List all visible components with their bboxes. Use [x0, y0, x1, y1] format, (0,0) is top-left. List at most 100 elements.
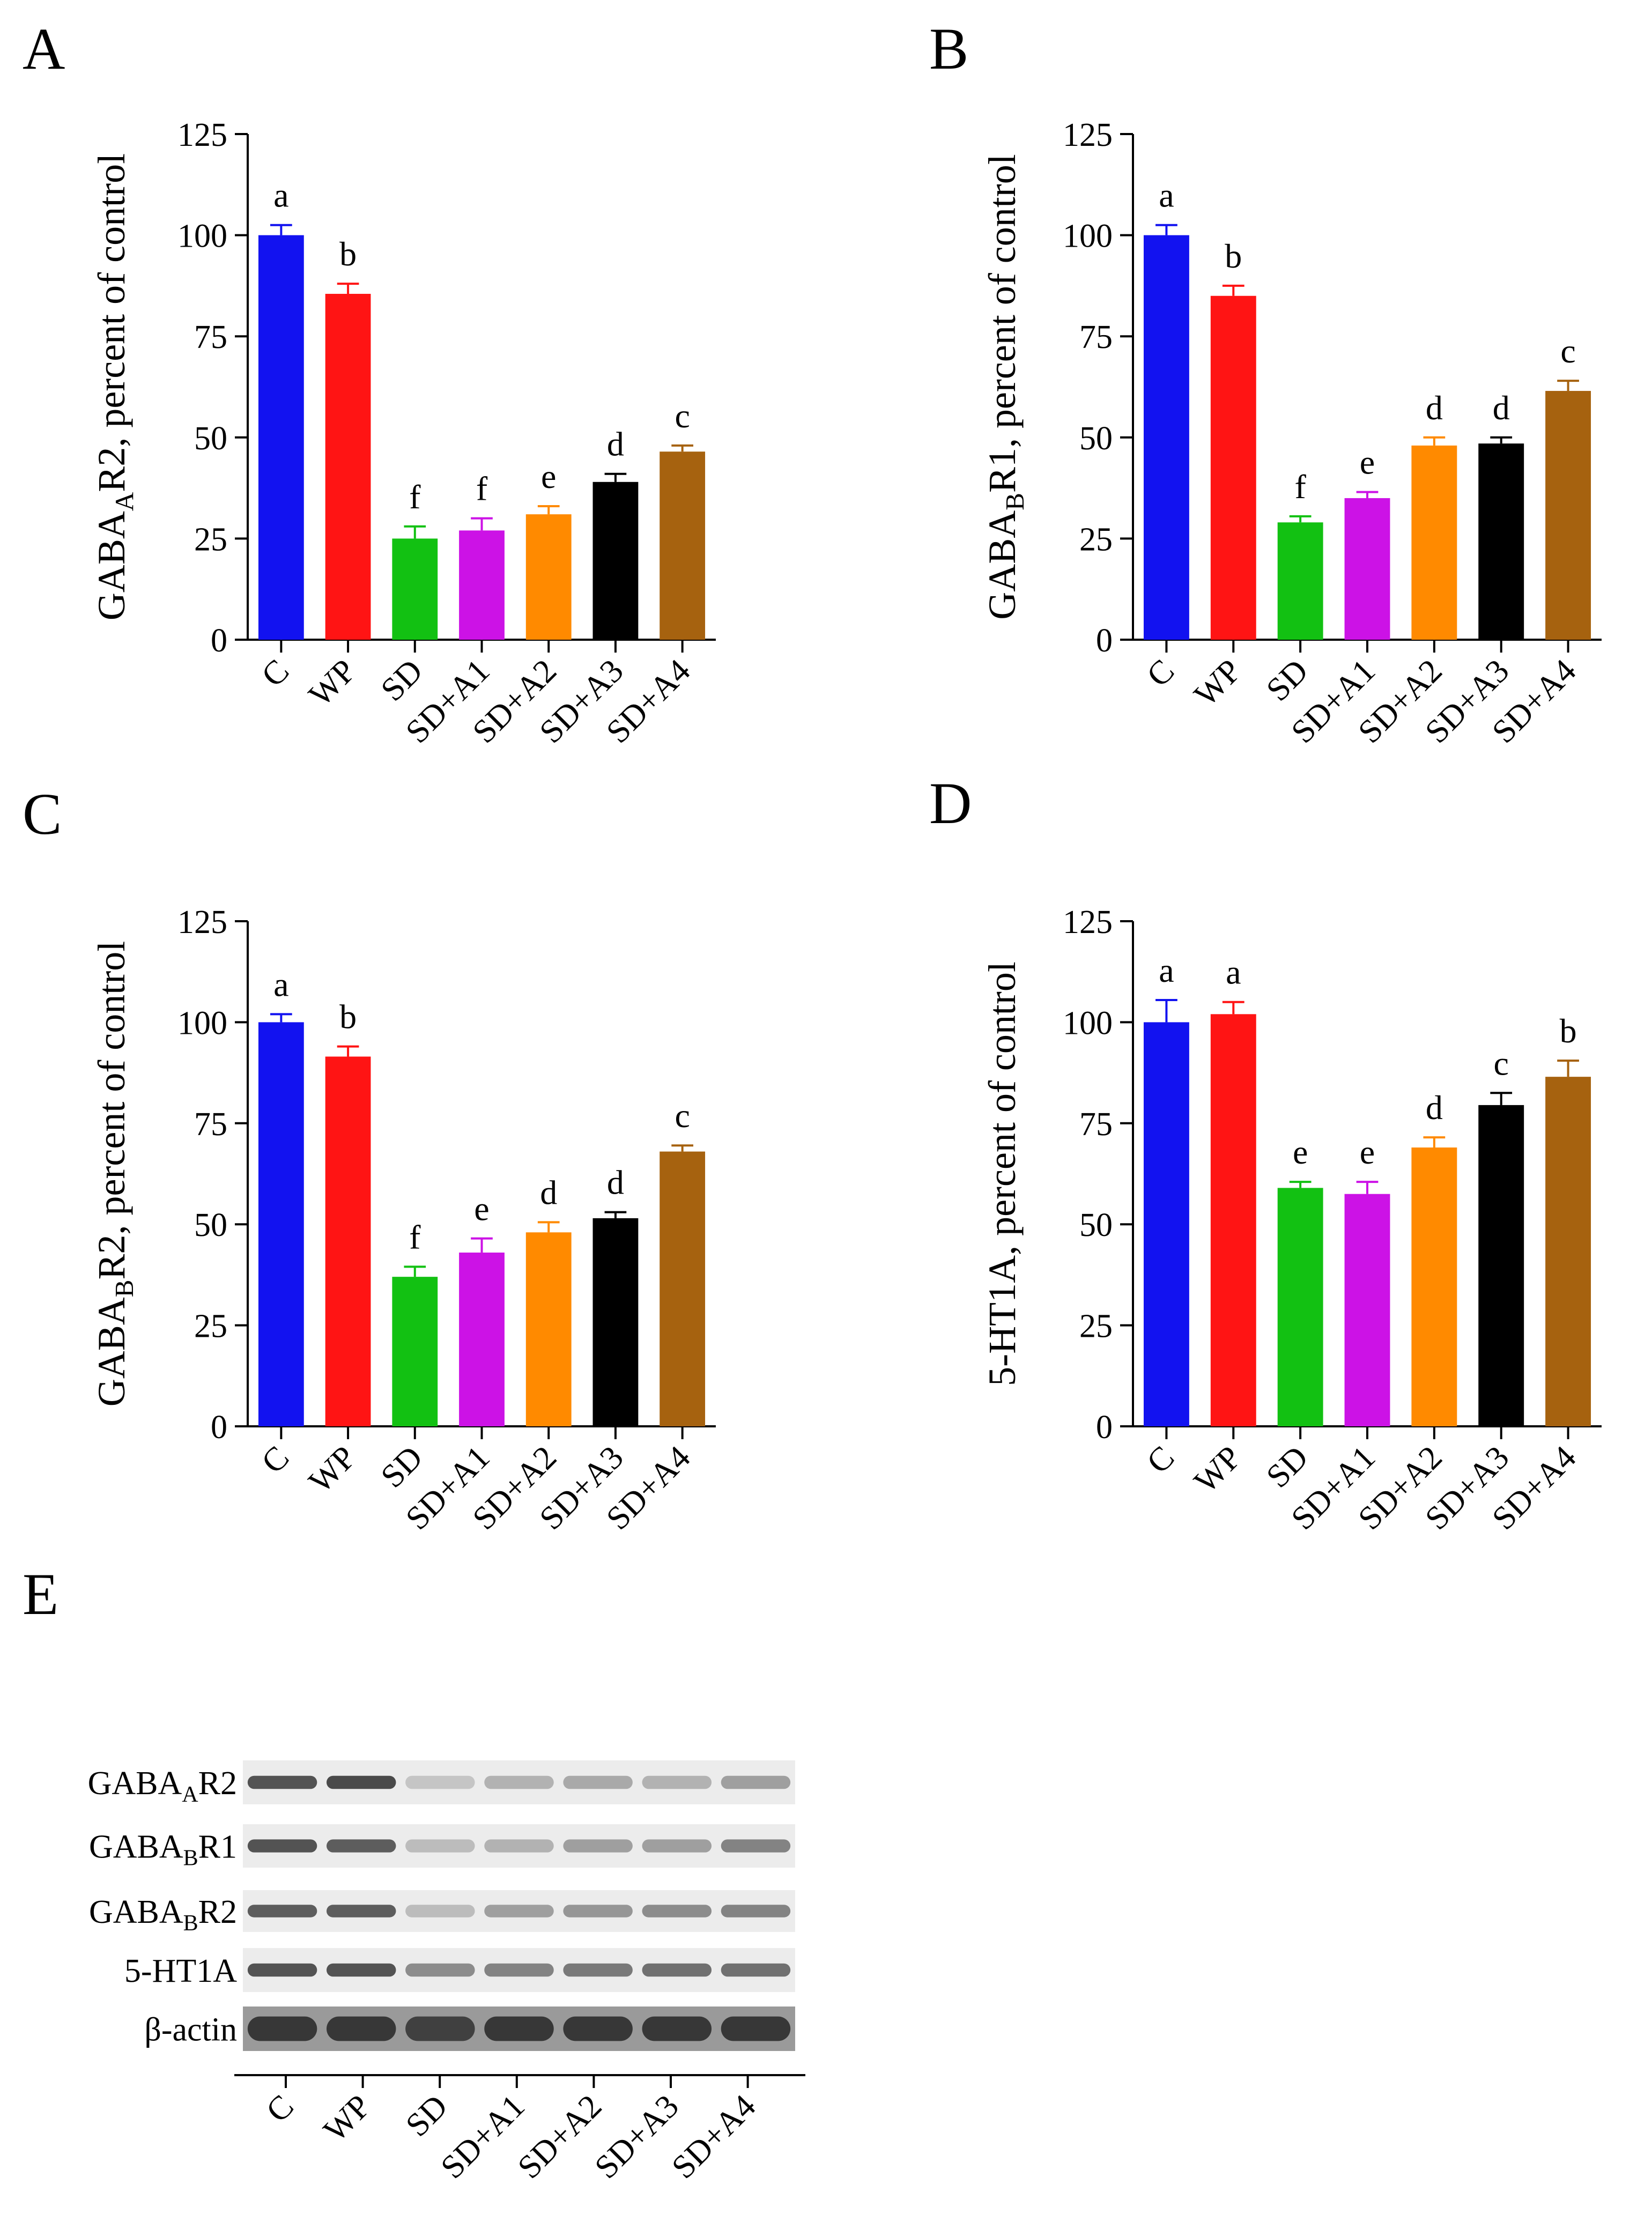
significance-letter: e — [1360, 443, 1375, 482]
blot-lane-label: SD+A1 — [434, 2088, 531, 2186]
blot-row-label: 5-HT1A — [124, 1953, 237, 1989]
y-tick-label: 75 — [1079, 1106, 1113, 1143]
blot-band — [405, 1775, 475, 1789]
x-tick-label: WP — [302, 653, 363, 714]
blot-band — [721, 1775, 791, 1789]
y-tick-label: 100 — [177, 1005, 227, 1041]
bar-sd-a4 — [1545, 391, 1591, 640]
bar-sd-a3 — [1478, 443, 1524, 640]
y-tick-label: 25 — [1079, 521, 1113, 558]
bar-wp — [1210, 295, 1256, 640]
blot-band — [484, 1905, 554, 1917]
significance-letter: a — [1159, 951, 1174, 989]
bar-sd-a4 — [1545, 1077, 1591, 1426]
y-axis-label: GABABR1, percent of control — [981, 154, 1029, 620]
blot-band — [642, 1839, 712, 1853]
blot-band — [484, 1963, 554, 1977]
bar-sd — [1277, 522, 1323, 640]
significance-letter: d — [607, 425, 624, 463]
y-tick-label: 125 — [1063, 117, 1113, 153]
x-tick-label: C — [255, 653, 296, 694]
bar-sd-a1 — [459, 530, 505, 640]
bar-sd-a1 — [1344, 498, 1390, 640]
significance-letter: e — [1360, 1133, 1375, 1171]
x-tick-label: WP — [1187, 1439, 1248, 1500]
bar-sd-a2 — [525, 1232, 572, 1426]
panel-letter-a: A — [23, 16, 65, 82]
significance-letter: c — [675, 397, 690, 435]
blot-band — [642, 1963, 712, 1977]
significance-letter: d — [1426, 1089, 1443, 1127]
chart-c: 0 25 50 75 100 125 GABABR2, percent of control… — [90, 904, 716, 1537]
blot-row — [243, 1760, 795, 1804]
blot-band — [405, 1839, 475, 1853]
y-tick-label: 25 — [194, 1308, 227, 1345]
bar-c — [1143, 1022, 1189, 1426]
y-axis-label: 5-HT1A, percent of control — [981, 961, 1024, 1386]
bar-sd-a1 — [459, 1252, 505, 1426]
blot-row — [243, 1824, 795, 1868]
y-tick-label: 50 — [194, 420, 227, 457]
chart-a: 0 25 50 75 100 125 GABAAR2, percent of control… — [90, 117, 716, 750]
significance-letter: b — [1225, 237, 1242, 275]
bar-sd-a3 — [592, 482, 639, 640]
significance-letter: d — [1493, 389, 1510, 427]
blot-band — [484, 2016, 554, 2041]
blot-band — [484, 1775, 554, 1789]
x-tick-label: WP — [1187, 653, 1248, 714]
y-tick-label: 50 — [194, 1207, 227, 1243]
blot-band — [563, 1839, 633, 1853]
significance-letter: a — [1226, 953, 1241, 991]
blot-band — [326, 1963, 396, 1977]
significance-letter: e — [541, 457, 556, 495]
significance-letter: e — [1293, 1133, 1308, 1171]
bar-c — [258, 235, 304, 640]
blot-band — [642, 2016, 712, 2041]
blot-band — [326, 1905, 396, 1917]
panel-letter-c: C — [23, 781, 62, 847]
blot-band — [405, 1905, 475, 1917]
y-tick-label: 100 — [1063, 1005, 1113, 1041]
blot-band — [326, 1839, 396, 1853]
significance-letter: f — [409, 478, 421, 516]
y-tick-label: 0 — [211, 1409, 227, 1446]
significance-letter: a — [273, 176, 288, 214]
panel-letter-b: B — [929, 16, 968, 82]
significance-letter: e — [474, 1190, 489, 1228]
significance-letter: f — [476, 470, 488, 508]
y-tick-label: 100 — [177, 218, 227, 255]
blot-row — [243, 2007, 795, 2051]
y-tick-label: 50 — [1079, 420, 1113, 457]
blot-band — [721, 1839, 791, 1853]
blot-band — [247, 1963, 317, 1977]
blot-band — [721, 1963, 791, 1977]
bar-wp — [325, 293, 371, 640]
y-tick-label: 50 — [1079, 1207, 1113, 1243]
bar-wp — [325, 1056, 371, 1426]
blot-row — [243, 1890, 795, 1932]
blot-band — [405, 2016, 475, 2041]
bar-sd-a3 — [1478, 1105, 1524, 1426]
blot-lane-label: SD+A4 — [665, 2088, 762, 2186]
bar-sd — [392, 538, 438, 640]
x-tick-label: SD — [1260, 653, 1315, 708]
y-axis-label: GABAAR2, percent of control — [90, 153, 139, 620]
significance-letter: b — [339, 235, 357, 273]
blot-row-label: GABAAR2 — [88, 1765, 237, 1807]
blot-band — [326, 1775, 396, 1789]
y-tick-label: 0 — [211, 623, 227, 659]
x-tick-label: SD — [374, 1439, 430, 1495]
significance-letter: d — [540, 1173, 557, 1211]
y-axis-label: GABABR2, percent of control — [90, 941, 139, 1407]
bar-sd-a3 — [592, 1218, 639, 1426]
bar-sd-a2 — [1411, 1147, 1457, 1426]
blot-band — [326, 2016, 396, 2041]
blot-band — [484, 1839, 554, 1853]
x-tick-label: C — [255, 1439, 296, 1480]
x-tick-label: C — [1140, 1439, 1181, 1480]
bar-sd-a4 — [660, 1151, 706, 1426]
blot-band — [405, 1963, 475, 1977]
blot-band — [563, 1775, 633, 1789]
